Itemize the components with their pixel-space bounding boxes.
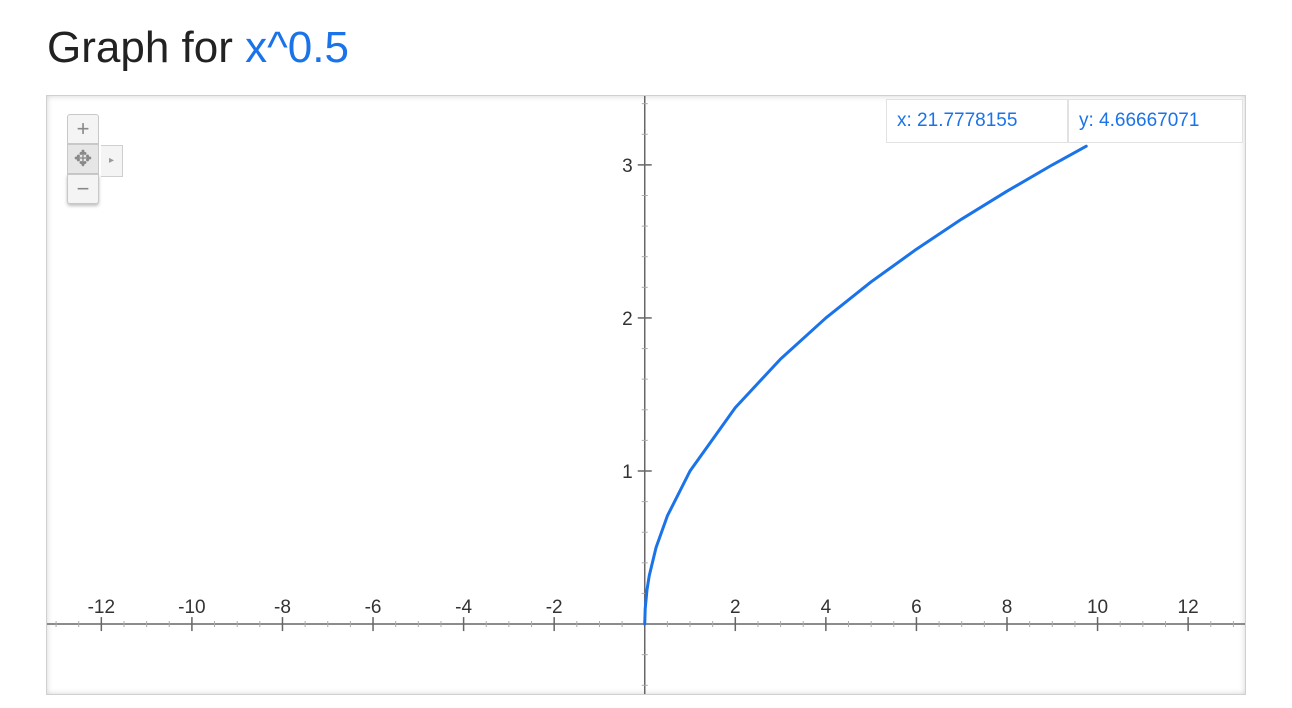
x-tick-label: 2: [730, 597, 741, 618]
x-tick-label: -12: [88, 597, 115, 618]
y-coordinate-readout: y: 4.66667071: [1068, 99, 1243, 143]
page-title: Graph for x^0.5: [47, 22, 349, 74]
title-function-link[interactable]: x^0.5: [245, 23, 349, 72]
x-tick-label: -6: [365, 597, 382, 618]
x-coordinate-readout: x: 21.7778155: [886, 99, 1068, 143]
y-tick-label: 3: [622, 156, 633, 177]
expand-arrow-icon[interactable]: ▸: [101, 145, 123, 177]
x-tick-label: 10: [1087, 597, 1108, 618]
x-tick-label: -8: [274, 597, 291, 618]
x-tick-label: 8: [1002, 597, 1013, 618]
x-tick-label: 4: [821, 597, 832, 618]
x-tick-label: -2: [546, 597, 563, 618]
x-tick-label: 12: [1178, 597, 1199, 618]
y-tick-label: 1: [622, 462, 633, 483]
zoom-controls: + ✥ −: [67, 114, 101, 204]
x-tick-label: -10: [178, 597, 205, 618]
pan-icon[interactable]: ✥: [67, 144, 99, 174]
x-tick-label: 6: [911, 597, 922, 618]
y-tick-label: 2: [622, 309, 633, 330]
x-tick-label: -4: [455, 597, 472, 618]
title-prefix: Graph for: [47, 23, 233, 72]
graph-panel[interactable]: -12 -10 -8 -6 -4 -2 2 4 6 8 10 12 1 2 3 + ✥ − ▸ x: 21.…: [46, 95, 1246, 695]
function-curve: [643, 144, 1088, 626]
zoom-out-button[interactable]: −: [67, 174, 99, 204]
zoom-in-button[interactable]: +: [67, 114, 99, 144]
